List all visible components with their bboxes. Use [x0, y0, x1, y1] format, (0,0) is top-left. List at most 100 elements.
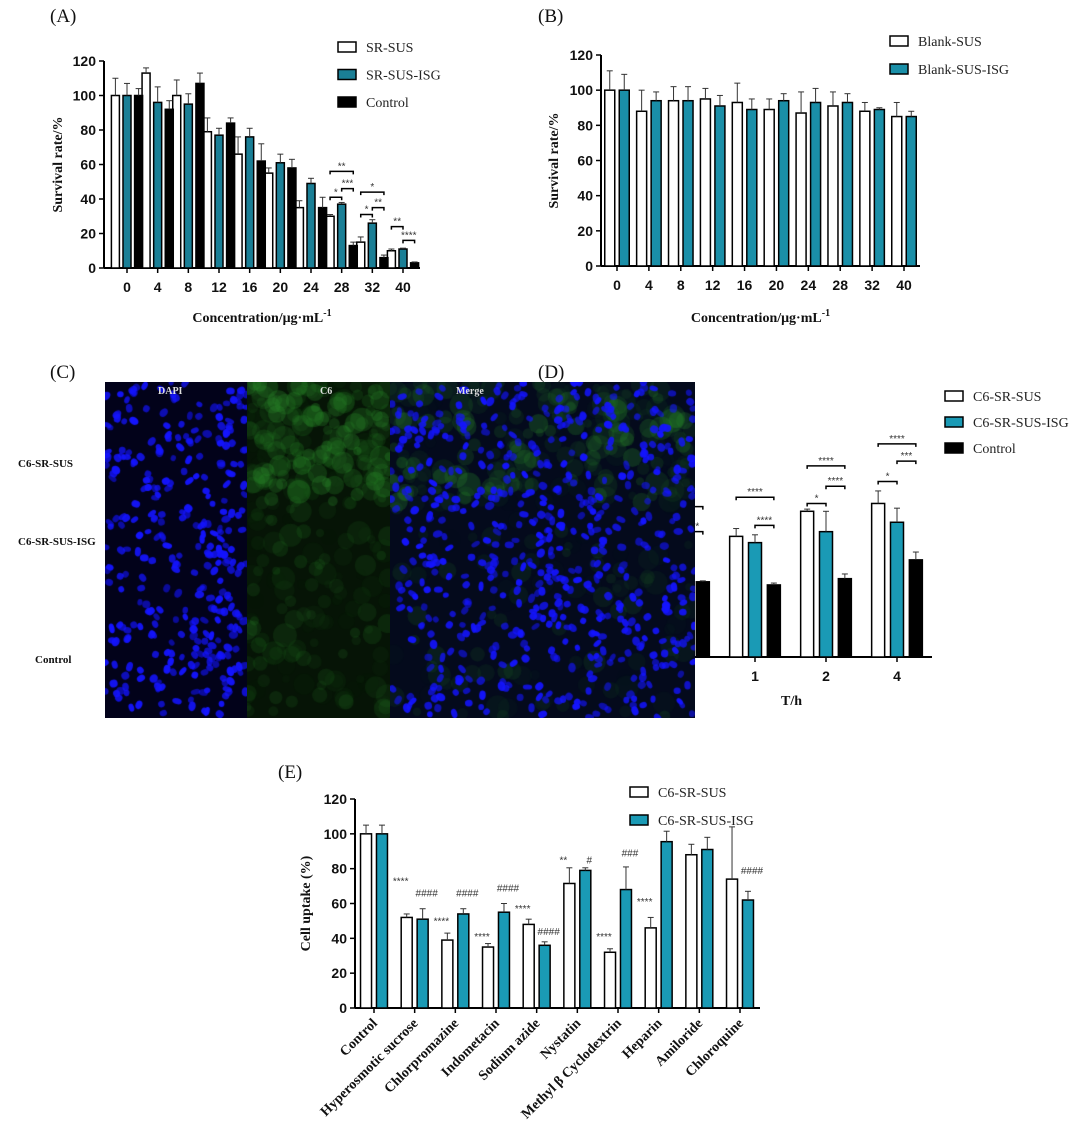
bar-blank-sus-isg [714, 105, 726, 267]
bar-blank-sus [763, 108, 775, 267]
significance-bracket [877, 480, 898, 485]
y-tick-label: 40 [331, 930, 347, 946]
significance-label: *** [342, 179, 354, 190]
panel-label-e: (E) [278, 762, 302, 783]
significance-bracket [825, 485, 846, 490]
significance-label: #### [416, 889, 439, 900]
significance-label: **** [515, 904, 531, 915]
y-tick-label: 0 [339, 1000, 347, 1016]
bar-control [908, 559, 924, 658]
legend-label: Blank-SUS-ISG [918, 63, 1009, 78]
y-tick-label: 60 [331, 896, 347, 912]
significance-bracket [402, 239, 416, 244]
bar-c6-sr-sus-isg [701, 848, 714, 1009]
bar-sr-sus [110, 94, 121, 269]
significance-label: #### [497, 883, 520, 894]
bar-sr-sus-isg [398, 248, 408, 269]
bar-c6-sr-sus-isg [416, 918, 429, 1009]
y-tick-label: 20 [577, 223, 593, 239]
bar-c6-sr-sus-isg [741, 899, 755, 1009]
x-tick-label: 2 [822, 668, 830, 684]
x-tick-label: 28 [334, 279, 350, 295]
y-axis-title: Survival rate/% [547, 112, 562, 208]
x-tick-label: Chlorpromazine [382, 1016, 462, 1096]
x-tick-label: 24 [801, 277, 817, 293]
significance-label: ** [393, 217, 401, 228]
bar-c6-sr-sus-isg [818, 530, 834, 658]
row-label-c6-sr-sus-isg: C6-SR-SUS-ISG [18, 536, 96, 548]
y-tick-label: 120 [570, 47, 594, 63]
bar-control [256, 160, 267, 269]
bar-c6-sr-sus-isg [497, 911, 511, 1009]
bar-sr-sus-isg [183, 103, 194, 269]
bar-control [195, 82, 205, 269]
x-tick-label: 24 [303, 279, 319, 295]
x-tick-label: 12 [211, 279, 227, 295]
x-axis-title: Concentration/μg·mL-1 [691, 308, 830, 326]
y-tick-label: 80 [577, 117, 593, 133]
bar-blank-sus [859, 110, 871, 267]
x-tick-label: 40 [395, 279, 411, 295]
legend-swatch [337, 96, 357, 108]
x-tick-label: 4 [645, 277, 653, 293]
bar-c6-sr-sus [685, 853, 698, 1009]
panel-label-b: (B) [538, 6, 563, 27]
x-tick-label: 1 [751, 668, 759, 684]
significance-label: * [815, 493, 819, 504]
y-axis-title: Survival rate/% [51, 116, 66, 212]
x-tick-label: 20 [273, 279, 289, 295]
significance-label: #### [538, 927, 561, 938]
significance-label: **** [434, 916, 450, 927]
bar-blank-sus [635, 110, 648, 267]
bar-control [837, 577, 853, 658]
y-tick-label: 20 [331, 965, 347, 981]
x-tick-label: 4 [893, 668, 901, 684]
x-tick-label: 0 [123, 279, 131, 295]
significance-label: **** [401, 230, 417, 241]
bar-control [225, 122, 236, 269]
significance-bracket [806, 465, 846, 469]
significance-label: **** [393, 876, 409, 887]
c6-image [247, 382, 390, 718]
significance-label: #### [741, 866, 764, 877]
bar-c6-sr-sus [728, 535, 744, 658]
significance-bracket [329, 196, 343, 201]
bar-c6-sr-sus-isg [538, 944, 551, 1009]
bar-c6-sr-sus [725, 878, 739, 1009]
bar-control [409, 262, 420, 269]
y-tick-label: 60 [577, 153, 593, 169]
significance-bracket [359, 213, 374, 218]
bar-blank-sus-isg [650, 99, 662, 267]
x-axis-title-superscript: -1 [323, 308, 331, 319]
legend-swatch [629, 814, 649, 826]
y-tick-label: 80 [80, 122, 96, 138]
row-label-c6-sr-sus: C6-SR-SUS [18, 458, 74, 470]
y-tick-label: 100 [570, 82, 594, 98]
bar-blank-sus [827, 105, 839, 267]
row-label-control: Control [35, 654, 72, 666]
significance-bracket [735, 496, 775, 501]
chart-b: 0 20 40 60 80 100 120 0 4 8 12 16 20 24 28 32 40 Survival… [547, 35, 1009, 326]
bar-blank-sus [667, 99, 680, 267]
bar-blank-sus [604, 89, 616, 267]
significance-label: **** [889, 434, 905, 445]
bar-c6-sr-sus-isg [660, 840, 673, 1009]
significance-label: ** [338, 161, 346, 172]
bar-blank-sus-isg [777, 99, 790, 267]
legend-swatch [337, 41, 357, 53]
x-tick-label: 8 [184, 279, 192, 295]
significance-bracket [896, 460, 917, 465]
y-axis-title: Cell uptake (%) [299, 855, 314, 951]
significance-bracket [877, 443, 917, 447]
y-tick-label: 60 [80, 157, 96, 173]
significance-label: **** [757, 515, 773, 526]
bar-blank-sus [731, 101, 744, 267]
bar-c6-sr-sus [870, 502, 886, 658]
y-tick-label: 20 [80, 226, 96, 242]
x-tick-label: 0 [613, 277, 621, 293]
bar-blank-sus-isg [905, 115, 917, 267]
